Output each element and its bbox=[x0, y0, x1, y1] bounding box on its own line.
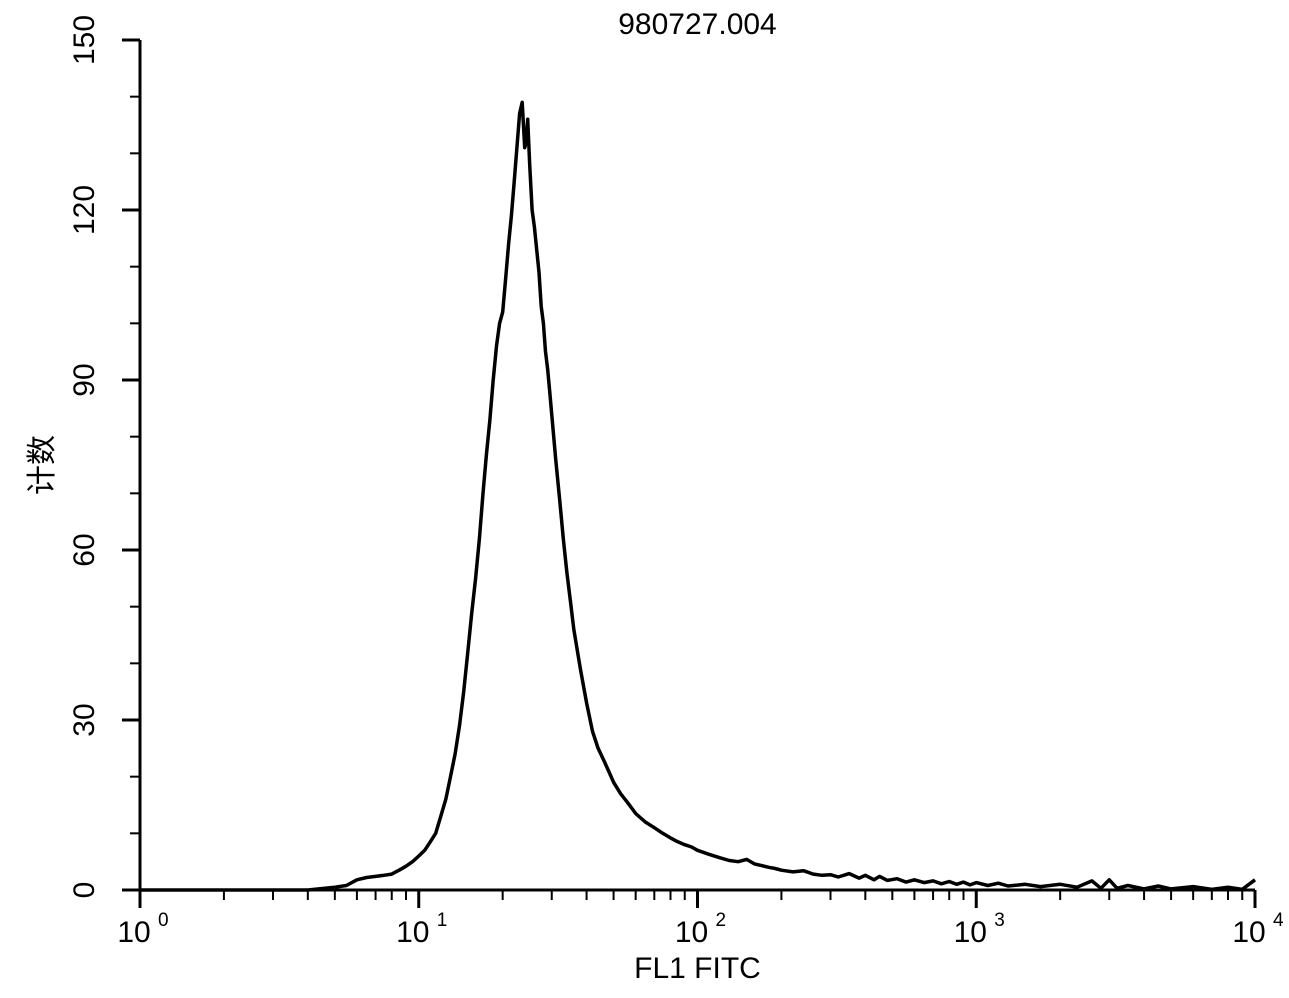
y-tick-label: 120 bbox=[68, 185, 101, 235]
x-tick-label-base: 10 bbox=[396, 916, 429, 949]
x-tick-label-exp: 3 bbox=[994, 910, 1005, 931]
y-tick-label: 150 bbox=[68, 15, 101, 65]
y-axis-label: 计数 bbox=[26, 435, 59, 495]
x-tick-label-exp: 4 bbox=[1273, 910, 1284, 931]
y-tick-label: 90 bbox=[68, 363, 101, 396]
x-tick-label-base: 10 bbox=[954, 916, 987, 949]
x-tick-label-base: 10 bbox=[1232, 916, 1265, 949]
x-tick-label-base: 10 bbox=[675, 916, 708, 949]
x-tick-label-exp: 0 bbox=[158, 910, 169, 931]
x-axis-label: FL1 FITC bbox=[634, 952, 761, 985]
chart-svg: 0 30 60 90 120 150 计数 10 0 10 1 10 2 10 3 10 4 FL1 FITC 98… bbox=[0, 0, 1289, 998]
chart-background bbox=[0, 0, 1289, 998]
y-tick-label: 60 bbox=[68, 533, 101, 566]
chart-title: 980727.004 bbox=[618, 8, 777, 41]
y-tick-label: 30 bbox=[68, 703, 101, 736]
histogram-chart: 0 30 60 90 120 150 计数 10 0 10 1 10 2 10 3 10 4 FL1 FITC 98… bbox=[0, 0, 1289, 998]
x-tick-label-exp: 1 bbox=[437, 910, 448, 931]
y-tick-label: 0 bbox=[68, 882, 101, 899]
x-tick-label-exp: 2 bbox=[716, 910, 727, 931]
x-tick-label-base: 10 bbox=[117, 916, 150, 949]
